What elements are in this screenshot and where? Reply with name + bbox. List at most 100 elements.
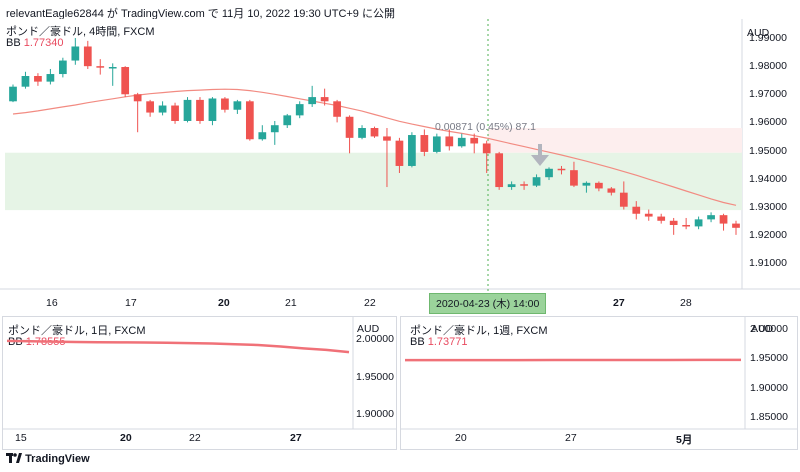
candle[interactable] — [383, 128, 391, 188]
weekly-bb-legend[interactable]: BB 1.73771 — [410, 336, 468, 348]
tradingview-logo[interactable]: TradingView — [6, 453, 90, 465]
bb-name: BB — [6, 37, 21, 49]
daily_chart-bb-line[interactable] — [6, 339, 350, 354]
candle[interactable] — [682, 217, 691, 230]
candle-body — [308, 97, 317, 105]
candle[interactable] — [308, 85, 317, 107]
bb-value: 1.77340 — [23, 37, 64, 49]
time-tick-label: 21 — [285, 297, 297, 309]
candle[interactable] — [9, 84, 17, 103]
down-arrow-icon[interactable] — [531, 144, 549, 166]
candle[interactable] — [732, 220, 740, 235]
candle[interactable] — [233, 99, 242, 114]
daily-chart-plot[interactable] — [3, 317, 396, 449]
candle[interactable] — [420, 129, 429, 157]
candle[interactable] — [570, 161, 578, 188]
candle[interactable] — [146, 99, 154, 117]
candle[interactable] — [295, 101, 304, 119]
candle[interactable] — [320, 88, 329, 106]
price-tick-label: 1.95000 — [750, 352, 788, 365]
time-tick-label: 28 — [680, 297, 692, 309]
candle-body — [682, 224, 691, 227]
candle[interactable] — [520, 181, 528, 190]
candle-body — [270, 125, 279, 133]
candle[interactable] — [171, 102, 179, 124]
tradingview-logo-icon — [6, 453, 22, 463]
candle[interactable] — [183, 97, 192, 123]
candle[interactable] — [619, 181, 628, 210]
candle-body — [657, 216, 666, 221]
candle[interactable] — [482, 140, 491, 173]
bb-basis-line[interactable] — [12, 88, 737, 206]
candle[interactable] — [707, 212, 715, 223]
candle-body — [46, 74, 55, 82]
candle[interactable] — [196, 97, 204, 124]
candle[interactable] — [470, 133, 479, 154]
candle-body — [719, 215, 728, 224]
candle[interactable] — [669, 217, 678, 235]
snapshot-header: relevantEagle62844 が TradingView.com で 1… — [6, 8, 395, 20]
candle[interactable] — [644, 209, 653, 221]
candle[interactable] — [208, 97, 217, 126]
candle[interactable] — [108, 63, 117, 86]
candle[interactable] — [545, 167, 553, 181]
candle[interactable] — [370, 126, 379, 138]
candle[interactable] — [46, 68, 55, 85]
candle[interactable] — [632, 201, 641, 220]
candle[interactable] — [395, 137, 404, 173]
candle[interactable] — [34, 73, 42, 86]
candle[interactable] — [557, 165, 566, 175]
candle[interactable] — [83, 40, 92, 69]
candle-body — [283, 115, 292, 126]
candle-body — [570, 170, 578, 186]
candle[interactable] — [495, 151, 504, 190]
main-bb-legend[interactable]: BB 1.77340 — [6, 37, 64, 49]
candle[interactable] — [607, 187, 616, 196]
candle[interactable] — [694, 216, 703, 230]
candle[interactable] — [582, 181, 591, 193]
candle[interactable] — [333, 99, 341, 123]
candle[interactable] — [432, 133, 441, 154]
candle-body — [196, 99, 204, 121]
candle[interactable] — [445, 129, 454, 151]
candle-body — [457, 137, 466, 147]
take-profit-zone[interactable] — [5, 152, 742, 211]
candle[interactable] — [408, 132, 416, 168]
candle[interactable] — [21, 71, 30, 89]
candle-body — [557, 168, 566, 171]
weekly-chart-pane[interactable]: ポンド／豪ドル, 1週, FXCM BB 1.73771 AUD 2.00000… — [400, 316, 798, 450]
candle[interactable] — [221, 97, 229, 113]
candle-body — [445, 136, 454, 147]
candle[interactable] — [121, 66, 130, 98]
main-chart-plot[interactable]: 0.00871 (0.45%) 87.1 — [0, 19, 800, 314]
candle[interactable] — [71, 38, 80, 65]
candle-body — [108, 67, 117, 69]
candle[interactable] — [158, 101, 167, 116]
candle[interactable] — [358, 125, 366, 140]
candle[interactable] — [58, 57, 67, 78]
candle[interactable] — [719, 213, 728, 231]
candle[interactable] — [657, 213, 666, 224]
candle[interactable] — [283, 113, 292, 129]
candle[interactable] — [270, 120, 279, 145]
candle-body — [582, 182, 591, 186]
candle[interactable] — [457, 133, 466, 148]
daily-chart-pane[interactable]: ポンド／豪ドル, 1日, FXCM BB 1.78555 AUD 2.00000… — [2, 316, 397, 450]
candle[interactable] — [532, 174, 541, 188]
candle[interactable] — [133, 92, 142, 133]
main-chart-pane[interactable]: ポンド／豪ドル, 4時間, FXCM BB 1.77340 AUD 0.0087… — [0, 19, 800, 314]
candle-body — [707, 215, 715, 220]
candle[interactable] — [595, 181, 603, 192]
candle[interactable] — [258, 125, 267, 141]
candle[interactable] — [507, 181, 516, 190]
stop-loss-zone[interactable] — [488, 128, 742, 153]
candle-body — [669, 220, 678, 225]
weekly-chart-plot[interactable] — [401, 317, 797, 449]
candle[interactable] — [96, 59, 105, 75]
candle-body — [432, 136, 441, 152]
candle-body — [383, 136, 391, 141]
candle[interactable] — [245, 99, 254, 141]
arrow-shaft — [538, 144, 542, 156]
candle[interactable] — [345, 115, 354, 154]
candle-body — [532, 177, 541, 186]
